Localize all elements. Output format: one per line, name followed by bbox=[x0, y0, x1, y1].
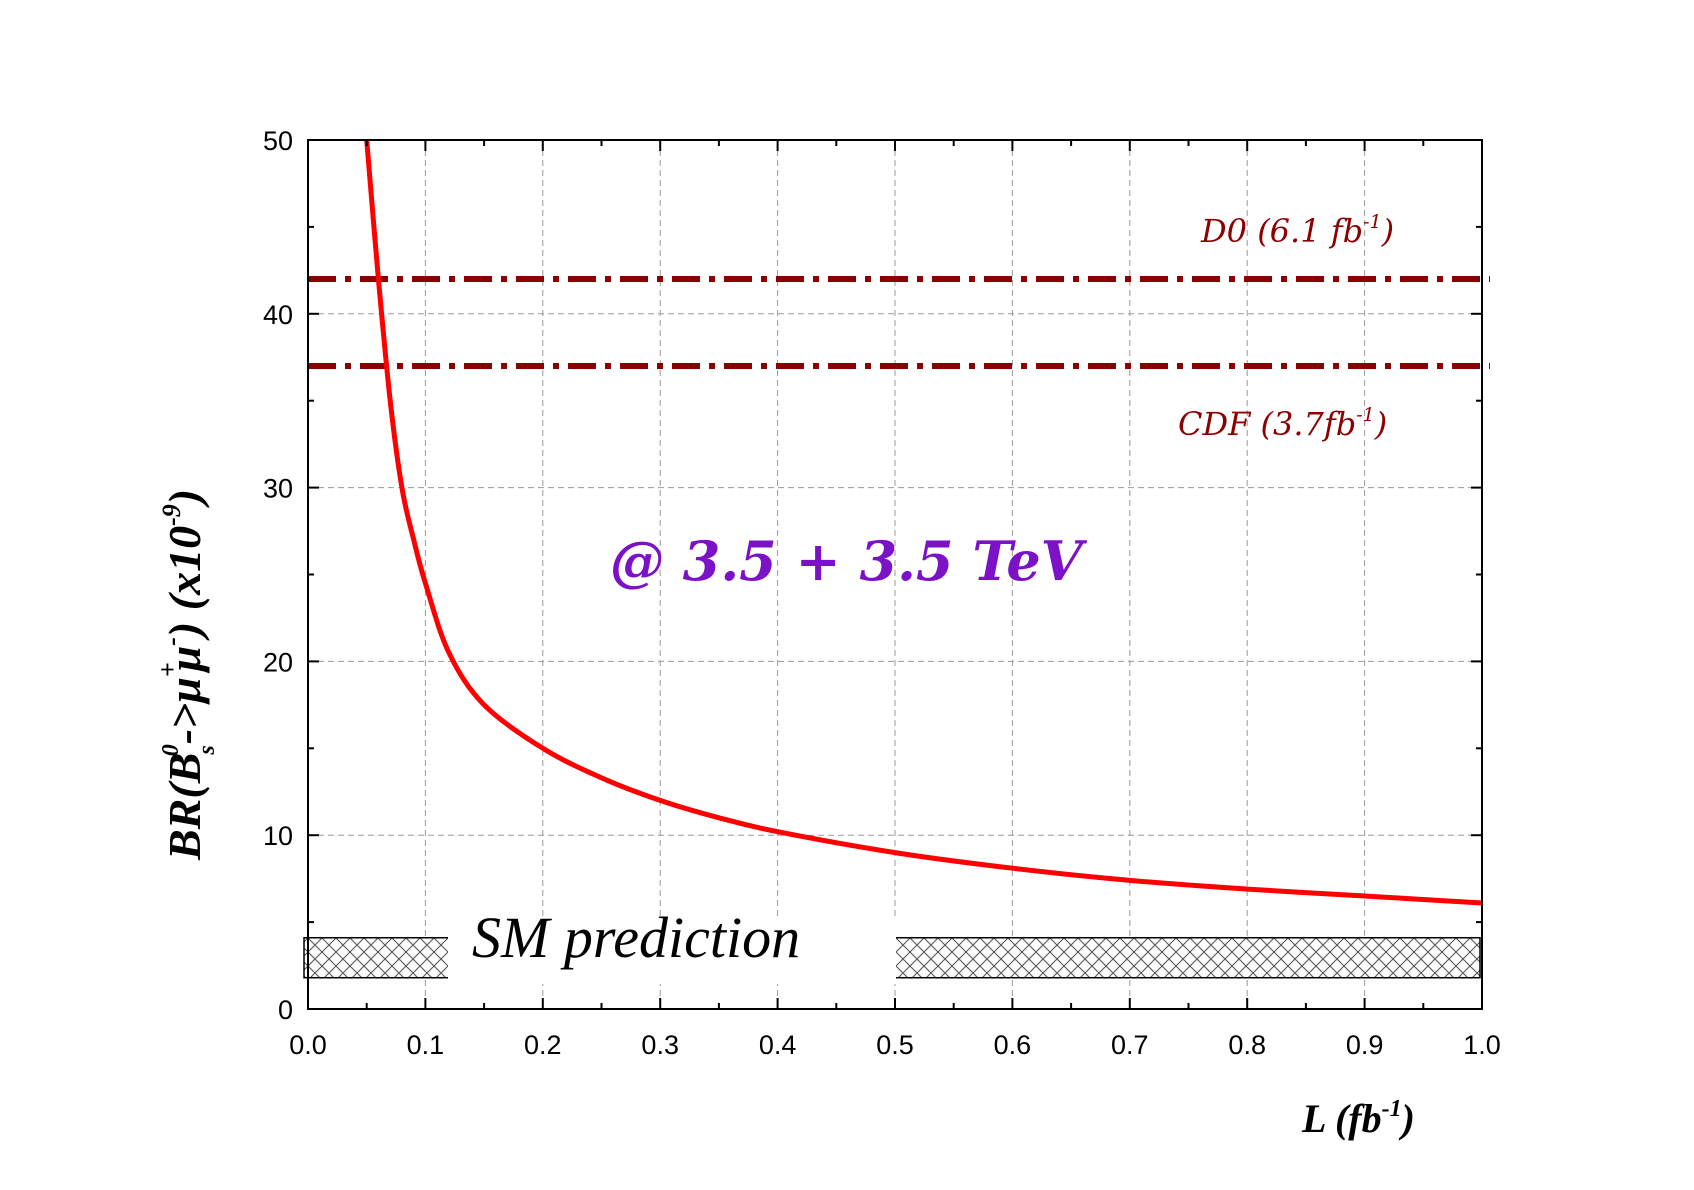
d0-label: D0 (6.1 fb-1) bbox=[1200, 211, 1394, 250]
axis-ticks bbox=[307, 139, 1483, 1010]
x-tick-label: 0.1 bbox=[407, 1030, 445, 1060]
x-tick-label: 0.7 bbox=[1111, 1030, 1149, 1060]
d0-label-sup: -1 bbox=[1363, 211, 1382, 233]
y-tick-label: 30 bbox=[263, 474, 293, 504]
x-axis-title: L (fb-1) bbox=[1301, 1096, 1415, 1141]
cdf-label-main: CDF (3.7fb bbox=[1178, 405, 1356, 443]
x-tick-label: 0.8 bbox=[1228, 1030, 1266, 1060]
cdf-label-sup: -1 bbox=[1356, 404, 1375, 426]
y-axis-title: BR(Bs0->μ+μ-) (x10-9) bbox=[153, 489, 220, 861]
tick-labels: 0.0 0.1 0.2 0.3 0.4 0.5 0.6 0.7 0.8 0.9 1.0 0 10 20 30… bbox=[263, 126, 1501, 1060]
x-tick-label: 1.0 bbox=[1463, 1030, 1501, 1060]
cdf-label: CDF (3.7fb-1) bbox=[1178, 404, 1387, 443]
x-tick-label: 0.9 bbox=[1346, 1030, 1384, 1060]
y-tick-label: 50 bbox=[263, 126, 293, 156]
x-tick-label: 0.3 bbox=[641, 1030, 679, 1060]
y-tick-label: 20 bbox=[263, 647, 293, 677]
x-tick-label: 0.2 bbox=[524, 1030, 562, 1060]
cdf-label-close: ) bbox=[1374, 405, 1387, 443]
d0-label-main: D0 (6.1 fb bbox=[1200, 212, 1363, 250]
limit-curve bbox=[364, 140, 1482, 906]
energy-annotation: @ 3.5 + 3.5 TeV bbox=[610, 529, 1088, 593]
y-tick-label: 10 bbox=[263, 821, 293, 851]
grid bbox=[308, 140, 1482, 1009]
x-tick-label: 0.6 bbox=[994, 1030, 1032, 1060]
sm-prediction-label: SM prediction bbox=[472, 905, 800, 970]
series-layer bbox=[364, 140, 1482, 906]
x-tick-label: 0.0 bbox=[289, 1030, 327, 1060]
reference-lines bbox=[308, 276, 1490, 369]
x-tick-label: 0.5 bbox=[876, 1030, 914, 1060]
y-tick-label: 0 bbox=[278, 995, 293, 1025]
sm-label-background bbox=[448, 918, 896, 984]
y-tick-label: 40 bbox=[263, 300, 293, 330]
x-tick-label: 0.4 bbox=[759, 1030, 797, 1060]
d0-label-close: ) bbox=[1381, 212, 1394, 250]
